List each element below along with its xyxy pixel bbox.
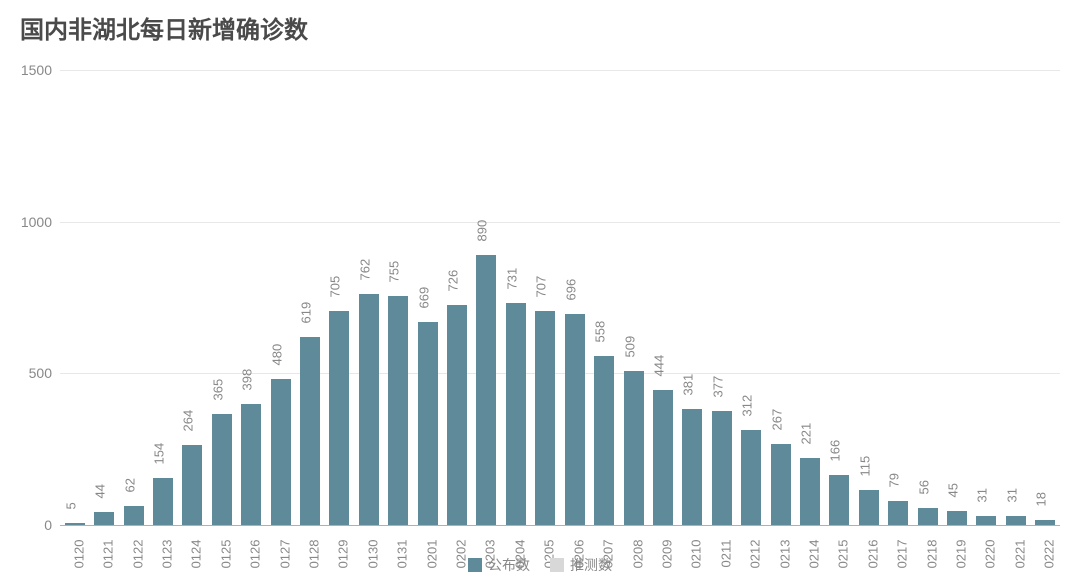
bar: 166 [829, 475, 849, 525]
bar-value-label: 377 [710, 375, 725, 397]
bar: 79 [888, 501, 908, 525]
bar: 619 [300, 337, 320, 525]
bar: 398 [241, 404, 261, 525]
y-axis-label: 0 [2, 517, 52, 533]
bar: 115 [859, 490, 879, 525]
bar-value-label: 381 [681, 374, 696, 396]
bar-value-label: 18 [1034, 492, 1049, 506]
bar-value-label: 365 [210, 379, 225, 401]
bar-value-label: 755 [387, 261, 402, 283]
bar: 377 [712, 411, 732, 525]
bar-value-label: 726 [446, 270, 461, 292]
bar: 44 [94, 512, 114, 525]
bar-value-label: 398 [240, 369, 255, 391]
gridline [60, 373, 1060, 374]
bar-value-label: 62 [122, 478, 137, 492]
legend-label: 推测数 [570, 555, 612, 575]
bar: 705 [329, 311, 349, 525]
bar-value-label: 221 [799, 423, 814, 445]
bar: 31 [1006, 516, 1026, 525]
gridline [60, 70, 1060, 71]
bar: 56 [918, 508, 938, 525]
bar-value-label: 890 [475, 220, 490, 242]
bar: 480 [271, 379, 291, 525]
bar: 18 [1035, 520, 1055, 525]
bar: 731 [506, 303, 526, 525]
baseline [60, 525, 1060, 526]
bar: 509 [624, 371, 644, 525]
bar-value-label: 5 [63, 503, 78, 510]
y-axis-label: 500 [2, 365, 52, 381]
bar: 726 [447, 305, 467, 525]
bar-value-label: 696 [563, 279, 578, 301]
bar-value-label: 762 [357, 259, 372, 281]
bar: 558 [594, 356, 614, 525]
bar: 890 [476, 255, 496, 525]
bar: 755 [388, 296, 408, 525]
bar: 221 [800, 458, 820, 525]
bar-value-label: 264 [181, 410, 196, 432]
bar: 707 [535, 311, 555, 525]
gridline [60, 222, 1060, 223]
y-axis-label: 1500 [2, 62, 52, 78]
bar: 365 [212, 414, 232, 525]
legend-swatch [550, 558, 564, 572]
plot-area: 0500100015005012044012162012215401232640… [60, 70, 1060, 525]
bar: 264 [182, 445, 202, 525]
bar-value-label: 44 [93, 484, 108, 498]
legend-item: 公布数 [468, 555, 530, 575]
bar-value-label: 312 [740, 395, 755, 417]
bar: 312 [741, 430, 761, 525]
bar: 444 [653, 390, 673, 525]
bar-value-label: 154 [151, 443, 166, 465]
y-axis-label: 1000 [2, 214, 52, 230]
bar-value-label: 115 [857, 456, 872, 477]
bar-value-label: 707 [534, 275, 549, 297]
bar: 154 [153, 478, 173, 525]
bar: 696 [565, 314, 585, 525]
chart-title: 国内非湖北每日新增确诊数 [20, 10, 308, 45]
bar-value-label: 166 [828, 439, 843, 461]
bar-value-label: 619 [299, 302, 314, 324]
bar: 267 [771, 444, 791, 525]
bar: 62 [124, 506, 144, 525]
bar-value-label: 79 [887, 473, 902, 487]
legend-swatch [468, 558, 482, 572]
bar-value-label: 45 [946, 483, 961, 497]
bar-value-label: 31 [975, 488, 990, 502]
bar-value-label: 705 [328, 276, 343, 298]
bar-chart: 0500100015005012044012162012215401232640… [60, 70, 1060, 525]
legend-item: 推测数 [550, 555, 612, 575]
bar: 31258 [976, 516, 996, 525]
bar: 45 [947, 511, 967, 525]
bar-value-label: 444 [651, 355, 666, 377]
bar-value-label: 56 [916, 480, 931, 494]
bar-value-label: 480 [269, 344, 284, 366]
bar-value-label: 509 [622, 335, 637, 357]
bar: 669 [418, 322, 438, 525]
legend: 公布数 推测数 [0, 555, 1080, 575]
bar-value-label: 558 [593, 321, 608, 343]
bar: 762 [359, 294, 379, 525]
bar-value-label: 31 [1004, 488, 1019, 502]
bar: 381 [682, 409, 702, 525]
bar-overlay-label: 258 [975, 446, 990, 468]
bar-value-label: 267 [769, 409, 784, 431]
bar-value-label: 669 [416, 287, 431, 309]
bar-value-label: 731 [504, 268, 519, 290]
legend-label: 公布数 [488, 555, 530, 575]
bar: 5 [65, 523, 85, 525]
